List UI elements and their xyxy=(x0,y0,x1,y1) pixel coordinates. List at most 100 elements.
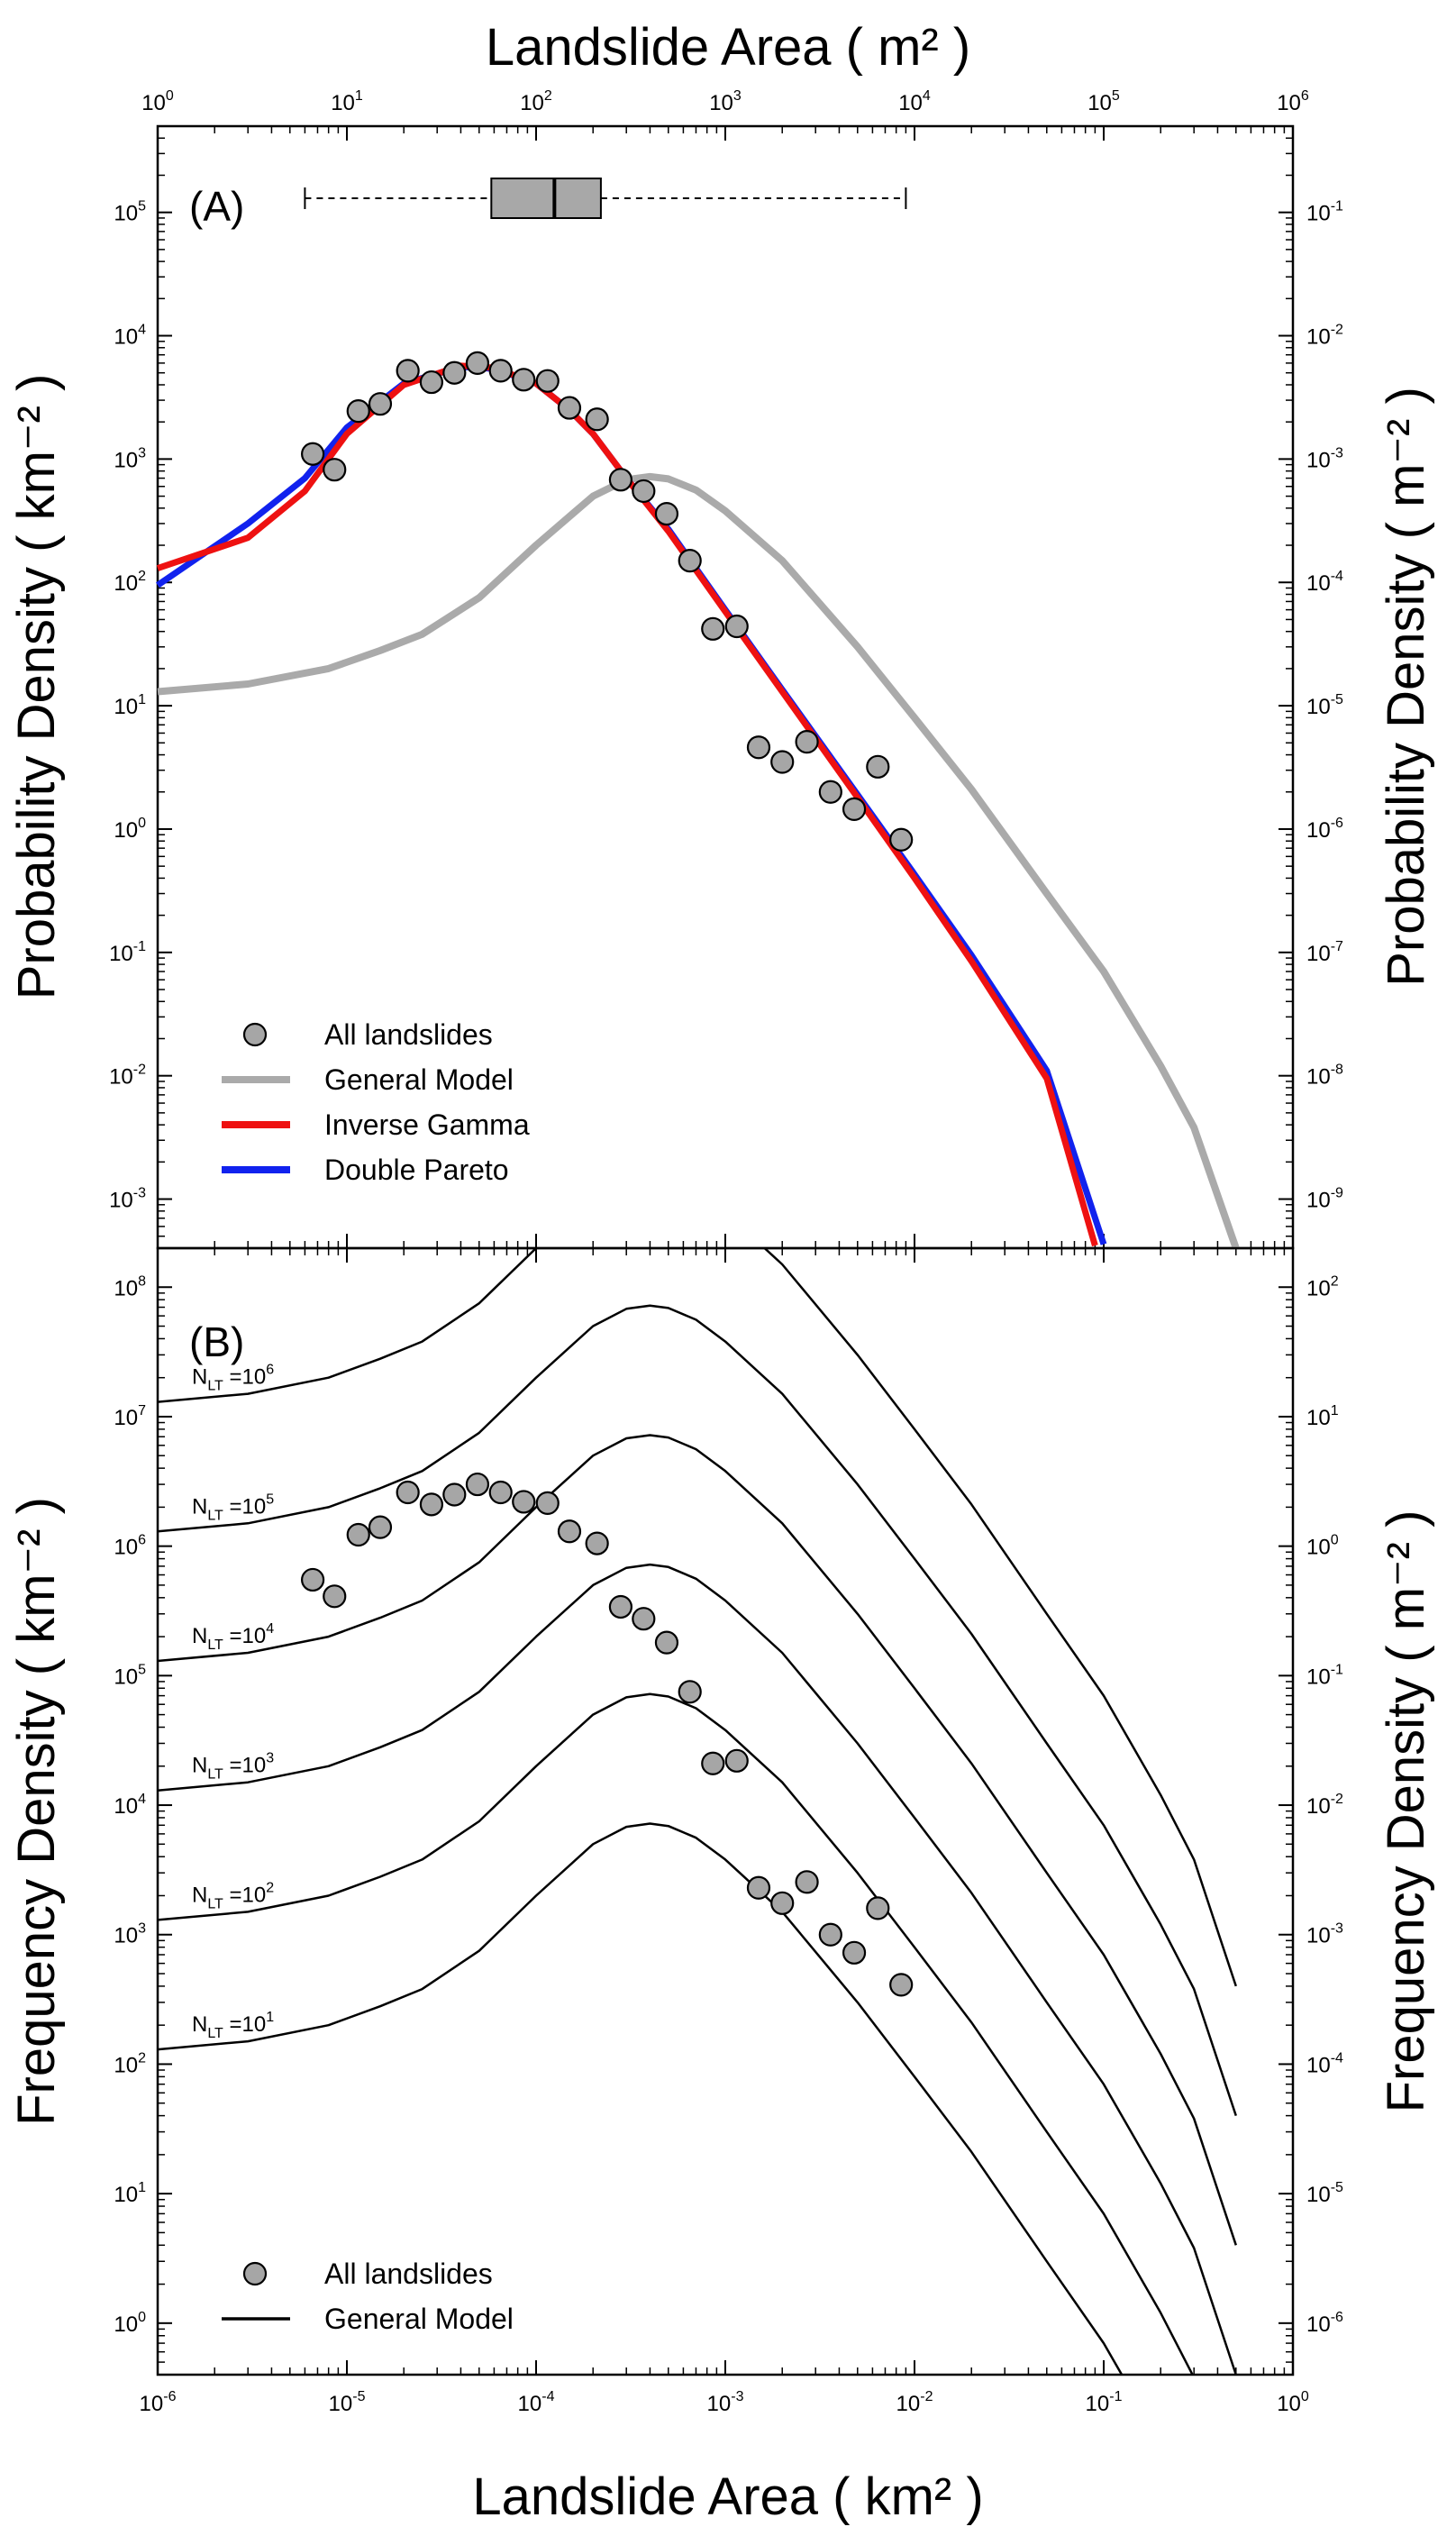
x-tick-label: 103 xyxy=(709,88,742,115)
legend-label: Double Pareto xyxy=(324,1154,509,1186)
x-tick-label: 102 xyxy=(520,88,552,115)
y-tick-label: 103 xyxy=(114,445,146,472)
y-tick-label: 10-3 xyxy=(1306,1921,1343,1948)
data-point xyxy=(678,1680,702,1704)
data-point xyxy=(557,1519,582,1544)
y-tick-label: 102 xyxy=(1306,1273,1339,1300)
data-point xyxy=(535,1491,560,1515)
y-tick-label: 10-4 xyxy=(1306,569,1343,596)
data-point xyxy=(654,1630,679,1655)
general-model-curve xyxy=(158,1304,1237,2116)
general-model-curve xyxy=(158,1248,1237,1987)
y-tick-label: 105 xyxy=(114,199,146,226)
top-axis-title: Landslide Area ( m² ) xyxy=(486,18,970,77)
legend-label: All landslides xyxy=(324,2258,493,2290)
y-tick-label: 10-6 xyxy=(1306,2310,1343,2337)
panel-b-frame xyxy=(156,1246,1295,2376)
data-point xyxy=(488,1480,513,1505)
legend-label: Inverse Gamma xyxy=(324,1108,530,1141)
general-model-curve xyxy=(158,1434,1237,2246)
y-tick-label: 10-2 xyxy=(109,1063,146,1090)
legend-marker xyxy=(242,2261,268,2286)
data-point xyxy=(557,396,582,420)
y-tick-label: 108 xyxy=(114,1273,146,1300)
y-tick-label: 103 xyxy=(114,1921,146,1948)
nlt-label: NLT =101 xyxy=(192,2010,274,2041)
data-point xyxy=(866,754,890,779)
panel-b-legend: All landslides General Model xyxy=(222,2258,514,2335)
y-tick-label: 10-1 xyxy=(109,939,146,966)
data-point xyxy=(746,735,771,760)
x-tick-label: 10-4 xyxy=(518,2389,555,2416)
data-point xyxy=(396,359,420,383)
nlt-label: NLT =103 xyxy=(192,1751,274,1783)
y-tick-label: 10-8 xyxy=(1306,1063,1343,1090)
data-point xyxy=(301,442,325,466)
general-model-curve xyxy=(158,1563,1237,2375)
panel-b-ylabel-right: Frequency Density ( m⁻² ) xyxy=(1377,1510,1435,2113)
x-tick-label: 106 xyxy=(1277,88,1309,115)
y-tick-label: 10-3 xyxy=(1306,445,1343,472)
legend-label: All landslides xyxy=(324,1018,493,1051)
data-point xyxy=(889,1973,914,1997)
data-point xyxy=(346,1522,370,1547)
data-point xyxy=(795,730,819,754)
data-point xyxy=(842,797,867,821)
x-tick-label: 10-5 xyxy=(329,2389,366,2416)
y-tick-label: 10-6 xyxy=(1306,816,1343,843)
y-tick-label: 100 xyxy=(114,2310,146,2337)
panel-a-ylabel-right: Probability Density ( m⁻² ) xyxy=(1377,387,1435,987)
y-tick-label: 106 xyxy=(114,1533,146,1560)
y-tick-label: 10-5 xyxy=(1306,692,1343,719)
data-point xyxy=(396,1480,420,1505)
x-tick-label: 10-1 xyxy=(1086,2389,1123,2416)
data-point xyxy=(512,368,536,392)
general-model-line xyxy=(157,472,1240,1250)
panel-a-label: (A) xyxy=(189,183,244,230)
panel-a-boxplot xyxy=(304,178,907,219)
y-tick-label: 10-7 xyxy=(1306,939,1343,966)
data-point xyxy=(323,458,347,482)
y-tick-label: 10-1 xyxy=(1306,199,1343,226)
general-model-curve xyxy=(158,1822,1124,2375)
y-tick-label: 107 xyxy=(114,1403,146,1430)
x-tick-label: 105 xyxy=(1087,88,1120,115)
nlt-label: NLT =106 xyxy=(192,1363,274,1394)
panel-b-label: (B) xyxy=(189,1318,244,1365)
data-point xyxy=(632,1607,656,1631)
data-point xyxy=(746,1875,771,1900)
legend-label: General Model xyxy=(324,2303,514,2335)
data-point xyxy=(795,1870,819,1894)
data-point xyxy=(301,1567,325,1592)
data-point xyxy=(632,479,656,504)
y-tick-label: 104 xyxy=(114,1792,146,1819)
x-tick-label: 10-3 xyxy=(707,2389,744,2416)
y-tick-label: 102 xyxy=(114,2050,146,2077)
y-tick-label: 10-9 xyxy=(1306,1186,1343,1213)
y-tick-label: 10-2 xyxy=(1306,1792,1343,1819)
y-tick-label: 101 xyxy=(1306,1403,1339,1430)
data-point xyxy=(770,1891,795,1915)
y-tick-label: 10-3 xyxy=(109,1186,146,1213)
legend-label: General Model xyxy=(324,1063,514,1096)
nlt-label: NLT =102 xyxy=(192,1880,274,1911)
data-point xyxy=(442,360,467,385)
data-point xyxy=(842,1940,867,1965)
inverse-gamma-line xyxy=(156,362,1098,1247)
panel-a-legend: All landslides General Model Inverse Gamma… xyxy=(222,1018,530,1186)
data-point xyxy=(818,780,842,804)
data-point xyxy=(889,827,914,852)
general-model-curve xyxy=(158,1692,1194,2375)
panel-a: (A) 100 101 102 103 104 105 106 10-3 10-2 10-1 100… xyxy=(7,88,1435,1250)
data-point xyxy=(770,750,795,774)
data-point xyxy=(724,1748,749,1773)
data-point xyxy=(368,1515,393,1539)
data-point xyxy=(323,1584,347,1609)
x-tick-label: 100 xyxy=(1277,2389,1309,2416)
data-point xyxy=(465,1472,490,1497)
nlt-label: NLT =105 xyxy=(192,1491,274,1523)
y-tick-label: 101 xyxy=(114,692,146,719)
y-tick-label: 10-4 xyxy=(1306,2050,1343,2077)
data-point xyxy=(535,369,560,393)
boxplot-box xyxy=(490,178,602,219)
